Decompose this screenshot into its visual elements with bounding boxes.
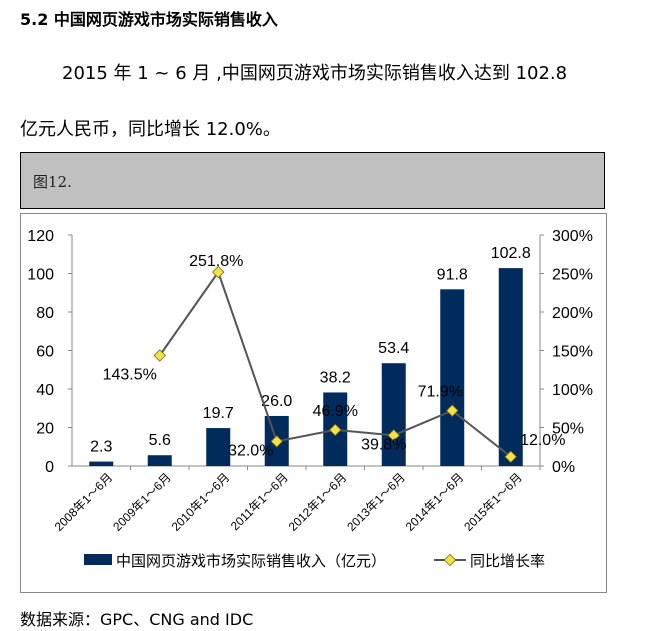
line-marker <box>387 429 400 442</box>
right-tick-label: 0% <box>552 459 575 476</box>
left-tick-label: 60 <box>36 344 54 361</box>
x-tick-label: 2008年1～6月 <box>52 470 116 534</box>
bar-value-label: 53.4 <box>378 340 409 357</box>
growth-label: 12.0% <box>520 432 565 449</box>
x-tick-label: 2010年1～6月 <box>169 470 233 534</box>
line-marker <box>329 423 342 437</box>
bar <box>89 461 114 466</box>
growth-label: 39.8% <box>361 436 406 453</box>
right-tick-label: 100% <box>552 382 593 399</box>
bar <box>147 455 172 466</box>
line-marker <box>212 265 225 279</box>
legend-bar-swatch <box>84 554 112 565</box>
line-marker <box>446 404 459 417</box>
bar-value-label: 2.3 <box>90 439 112 456</box>
figure-caption-box: 图12. <box>20 152 605 209</box>
paragraph-line-2: 亿元人民币，同比增长 12.0%。 <box>20 119 281 140</box>
growth-label: 71.9% <box>418 384 463 401</box>
bar-value-label: 91.8 <box>437 266 468 283</box>
growth-label: 46.9% <box>313 403 358 420</box>
data-source: 数据来源：GPC、CNG and IDC <box>20 610 254 629</box>
right-tick-label: 300% <box>552 228 593 245</box>
section-heading: 5.2 中国网页游戏市场实际销售收入 <box>20 10 278 29</box>
right-tick-label: 50% <box>552 421 584 438</box>
bar <box>440 289 465 466</box>
right-tick-label: 250% <box>552 267 593 284</box>
left-tick-label: 120 <box>27 228 54 245</box>
x-tick-label: 2011年1～6月 <box>228 470 291 533</box>
legend-bar-label: 中国网页游戏市场实际销售收入（亿元） <box>116 553 386 570</box>
chart-frame <box>20 213 607 593</box>
bar-value-label: 26.0 <box>261 393 292 410</box>
paragraph-line-1: 2015 年 1 ~ 6 月 ,中国网页游戏市场实际销售收入达到 102.8 <box>62 63 568 84</box>
left-tick-label: 40 <box>36 382 54 399</box>
left-tick-label: 0 <box>45 459 54 476</box>
left-tick-label: 100 <box>27 267 54 284</box>
line-marker <box>153 349 166 362</box>
line-marker <box>270 435 283 448</box>
bar <box>498 268 523 466</box>
left-tick-label: 80 <box>36 305 54 322</box>
x-tick-label: 2014年1～6月 <box>403 470 467 534</box>
x-tick-label: 2012年1～6月 <box>286 470 350 534</box>
bar <box>206 428 231 466</box>
right-tick-label: 200% <box>552 305 593 322</box>
legend-line-label: 同比增长率 <box>470 553 545 570</box>
left-tick-label: 20 <box>36 421 54 438</box>
x-tick-label: 2013年1～6月 <box>344 470 408 534</box>
legend-marker <box>443 553 457 567</box>
growth-label: 251.8% <box>189 253 243 270</box>
bar-value-label: 38.2 <box>320 369 351 386</box>
bar-value-label: 19.7 <box>203 405 234 422</box>
bar-value-label: 102.8 <box>491 245 531 262</box>
bar <box>381 363 406 466</box>
right-tick-label: 150% <box>552 344 593 361</box>
bar-value-label: 5.6 <box>149 432 171 449</box>
growth-label: 32.0% <box>228 442 273 459</box>
x-tick-label: 2009年1～6月 <box>110 470 174 534</box>
line-marker <box>504 450 517 463</box>
figure-label: 图12. <box>33 173 72 191</box>
x-tick-label: 2015年1～6月 <box>461 470 525 534</box>
growth-label: 143.5% <box>103 367 157 384</box>
